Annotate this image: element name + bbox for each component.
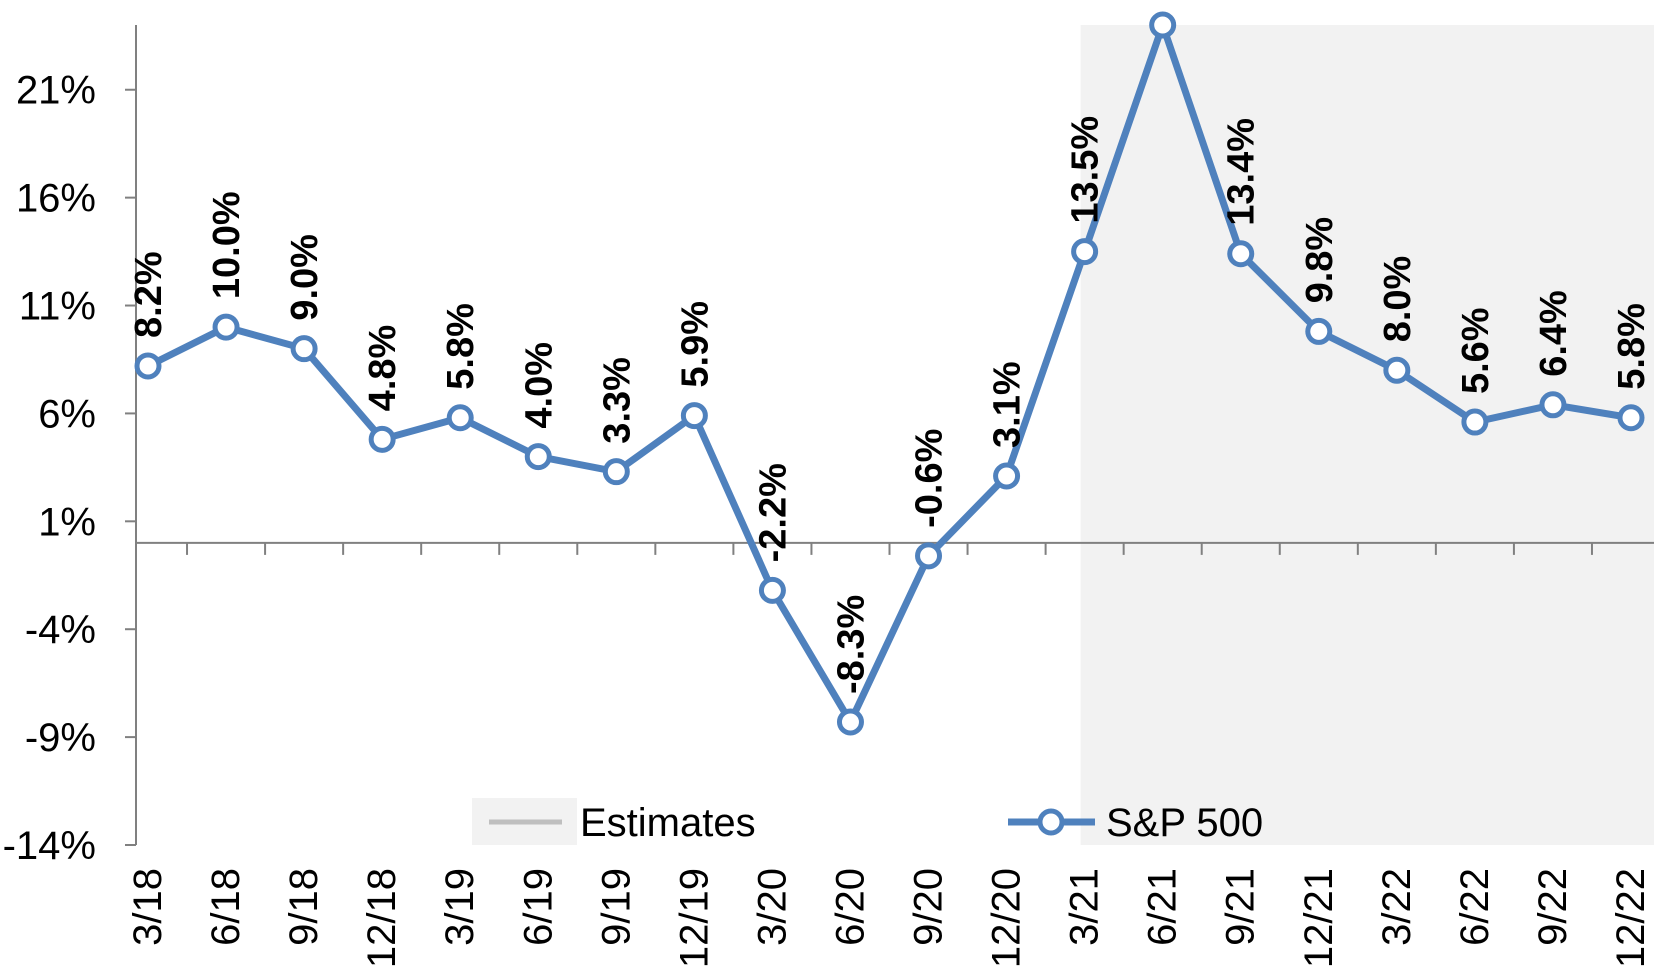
legend-sp500-marker [1037, 808, 1065, 836]
data-label: 9.8% [1299, 217, 1341, 304]
x-axis-tick-labels: 3/18 6/18 9/18 12/18 3/19 6/19 9/19 12/19 3/20 6/… [126, 868, 1653, 968]
sp500-point [1149, 11, 1177, 39]
data-label: 4.8% [362, 325, 404, 412]
sp500-point [1071, 238, 1099, 266]
x-tick-label: 9/18 [282, 868, 326, 946]
data-label: -2.2% [752, 463, 794, 562]
x-tick-label: 12/21 [1297, 868, 1341, 968]
y-tick-label: -4% [25, 608, 96, 652]
data-labels: 8.2% 10.0% 9.0% 4.8% 5.8% 4.0% 3.3% 5.9% -2.2% -8… [128, 116, 1653, 694]
sp500-point [758, 576, 786, 604]
estimates-shaded-region [1080, 25, 1654, 845]
x-tick-label: 9/21 [1219, 868, 1263, 946]
data-label: 13.4% [1221, 118, 1263, 226]
sp500-point [993, 462, 1021, 490]
x-tick-label: 6/22 [1453, 868, 1497, 946]
x-tick-label: 6/18 [204, 868, 248, 946]
legend-estimates-label: Estimates [580, 801, 756, 845]
data-label: 13.5% [1065, 116, 1107, 224]
sp500-point [1617, 404, 1645, 432]
data-label: 5.6% [1455, 307, 1497, 394]
data-label: 10.0% [206, 191, 248, 299]
x-tick-label: 3/21 [1063, 868, 1107, 946]
x-tick-label: 3/18 [126, 868, 170, 946]
sp500-point [1539, 391, 1567, 419]
y-tick-label: 1% [38, 500, 96, 544]
sp500-point [680, 402, 708, 430]
legend-sp500-label: S&P 500 [1106, 801, 1263, 845]
sp500-point [134, 352, 162, 380]
x-tick-label: 6/21 [1141, 868, 1185, 946]
y-tick-label: -14% [3, 824, 96, 868]
y-axis-tick-labels: 21% 16% 11% 6% 1% -4% -9% -14% [3, 69, 96, 868]
sp500-point [212, 313, 240, 341]
x-tick-label: 12/20 [985, 868, 1029, 968]
x-tick-label: 9/19 [594, 868, 638, 946]
data-label: 5.8% [440, 303, 482, 390]
data-label: 8.2% [128, 251, 170, 338]
x-tick-label: 12/22 [1609, 868, 1653, 968]
data-label: 3.1% [987, 361, 1029, 448]
x-tick-label: 3/20 [750, 868, 794, 946]
sp500-point [602, 458, 630, 486]
sp500-point [446, 404, 474, 432]
x-tick-label: 3/22 [1375, 868, 1419, 946]
y-tick-label: 16% [16, 177, 96, 221]
sp500-point [1227, 240, 1255, 268]
data-label: 6.4% [1533, 290, 1575, 377]
y-tick-label: 6% [38, 392, 96, 436]
x-tick-label: 12/18 [360, 868, 404, 968]
estimates-region [1080, 25, 1654, 845]
x-tick-label: 12/19 [672, 868, 716, 968]
data-label: 3.3% [596, 357, 638, 444]
x-tick-label: 9/20 [907, 868, 951, 946]
y-tick-label: 21% [16, 69, 96, 113]
data-label: 4.0% [518, 342, 560, 429]
data-label: 8.0% [1377, 256, 1419, 343]
data-label: -0.6% [909, 429, 951, 528]
legend: Estimates S&P 500 [472, 798, 1263, 845]
series-sp500 [134, 11, 1645, 736]
sp500-point [290, 335, 318, 363]
sp500-point [368, 425, 396, 453]
sp500-point [1461, 408, 1489, 436]
x-tick-label: 3/19 [438, 868, 482, 946]
axes [125, 25, 1654, 846]
data-label: 5.8% [1611, 303, 1653, 390]
data-label: -8.3% [830, 595, 872, 694]
y-tick-label: 11% [19, 285, 96, 329]
sp500-point [836, 708, 864, 736]
sp500-point [915, 542, 943, 570]
x-tick-label: 9/22 [1531, 868, 1575, 946]
sp500-point [1305, 317, 1333, 345]
y-tick-label: -9% [25, 716, 96, 760]
x-tick-label: 6/20 [828, 868, 872, 946]
sp500-point [524, 443, 552, 471]
x-tick-label: 6/19 [516, 868, 560, 946]
data-label: 9.0% [284, 234, 326, 321]
sp500-point [1383, 356, 1411, 384]
data-label: 5.9% [674, 301, 716, 388]
